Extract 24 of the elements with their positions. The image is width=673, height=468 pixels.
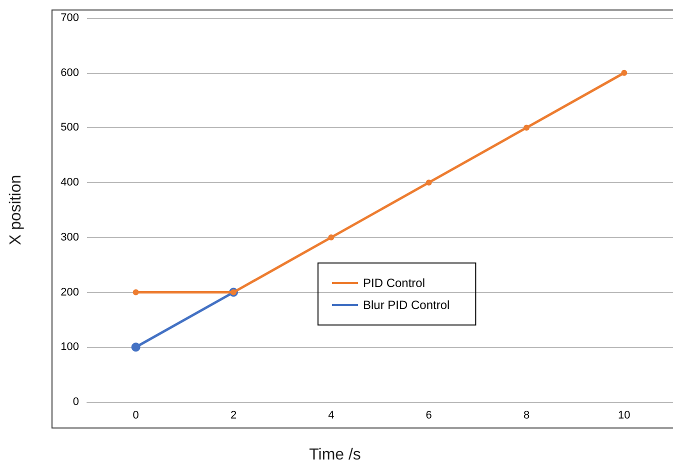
point — [132, 289, 139, 296]
y-tick-label: 300 — [60, 231, 79, 244]
point — [328, 234, 334, 240]
x-tick-label: 0 — [132, 410, 139, 422]
y-axis-title: X position — [8, 174, 24, 246]
y-tick-label: 700 — [60, 12, 79, 24]
point — [131, 342, 140, 352]
point — [524, 124, 530, 131]
point — [621, 70, 628, 76]
y-tick-label: 200 — [60, 286, 79, 298]
x-tick-label: 4 — [328, 410, 334, 422]
point — [426, 180, 432, 186]
x-tick-label: 6 — [426, 410, 432, 422]
x-axis-title: Time /s — [309, 446, 361, 464]
y-tick-label: 400 — [60, 176, 79, 189]
x-tick-label: 8 — [523, 410, 530, 422]
y-tick-label: 500 — [60, 122, 79, 134]
y-tick-label: 600 — [60, 66, 79, 79]
legend-label: PID Control — [363, 276, 426, 290]
y-tick-label: 0 — [72, 396, 79, 408]
x-tick-label: 2 — [230, 410, 237, 422]
y-tick-label: 100 — [60, 341, 79, 354]
legend-label: Blur PID Control — [363, 298, 450, 312]
x-tick-label: 10 — [618, 410, 630, 422]
